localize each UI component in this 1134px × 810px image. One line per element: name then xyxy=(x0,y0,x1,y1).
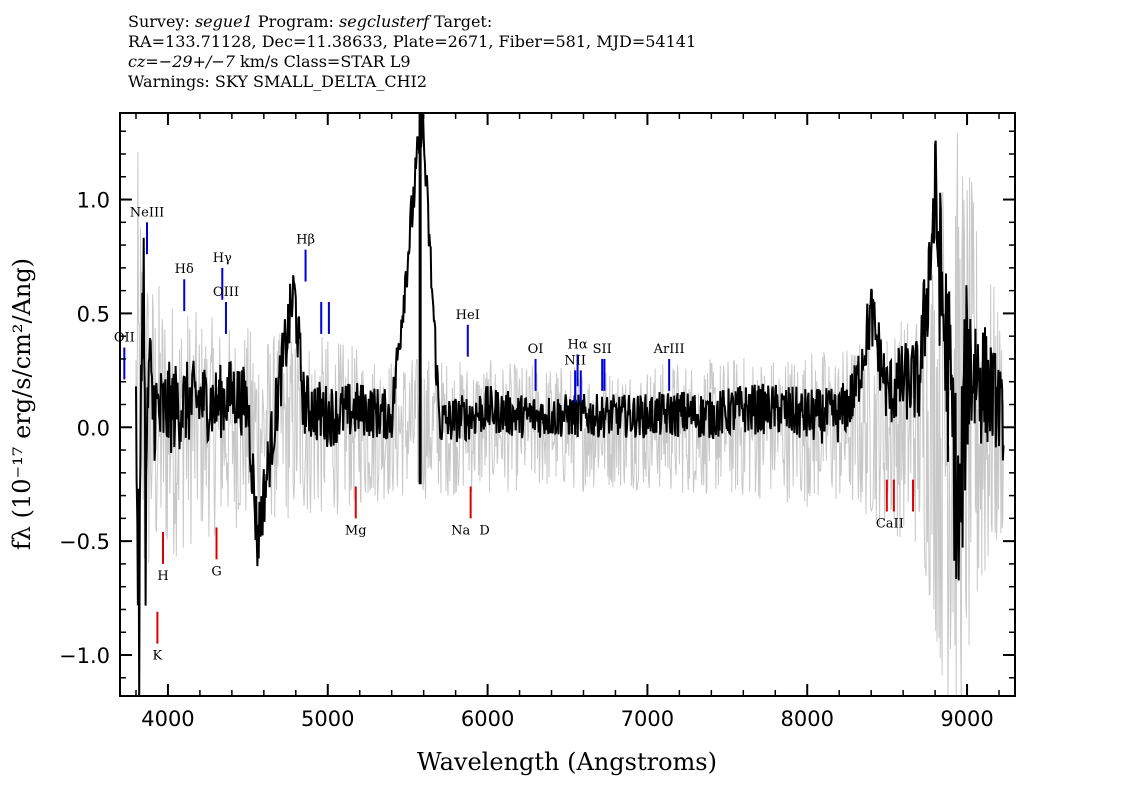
absorption-line-label: Na xyxy=(451,523,470,538)
emission-line-label: Hδ xyxy=(175,262,194,277)
header-line-2: RA=133.71128, Dec=11.38633, Plate=2671, … xyxy=(128,32,697,51)
x-tick-label: 9000 xyxy=(940,707,993,731)
absorption-line-label: H xyxy=(157,569,168,584)
x-tick-label: 4000 xyxy=(141,707,194,731)
emission-line-label: NII xyxy=(564,353,586,368)
y-tick-label: 0.5 xyxy=(77,302,110,326)
program-prefix: Program: xyxy=(252,12,340,31)
absorption-line-label: Mg xyxy=(345,523,367,538)
survey-prefix: Survey: xyxy=(128,12,195,31)
target-label: Target: xyxy=(429,12,493,31)
y-tick-label: 1.0 xyxy=(77,189,110,213)
emission-line-label: OI xyxy=(528,342,544,357)
emission-line-label: SII xyxy=(593,342,612,357)
tick-layer: 4000 5000 6000 7000 8000 9000 −1.0 −0.5 0.0 0.5 1.… xyxy=(59,113,1015,731)
line-marker-layer xyxy=(123,222,915,644)
absorption-line-label: CaII xyxy=(876,517,904,532)
emission-line-label: OIII xyxy=(213,285,239,300)
y-tick-label: −0.5 xyxy=(59,530,110,554)
emission-line-label: HeI xyxy=(456,308,480,323)
survey-name: segue1 xyxy=(194,12,253,31)
absorption-line-label: G xyxy=(211,564,221,579)
x-tick-label: 6000 xyxy=(461,707,514,731)
x-tick-label: 5000 xyxy=(301,707,354,731)
header-line-4: Warnings: SKY SMALL_DELTA_CHI2 xyxy=(128,72,428,91)
absorption-line-label: K xyxy=(153,649,163,664)
emission-line-label: Hα xyxy=(568,337,588,352)
flux-series-line xyxy=(135,113,1005,696)
absorption-line-label: D xyxy=(479,523,489,538)
emission-line-label: Hγ xyxy=(213,251,232,266)
y-tick-label: 0.0 xyxy=(77,416,110,440)
header-line-1: Survey: segue1 Program: segclusterf Targ… xyxy=(128,12,696,32)
x-tick-label: 7000 xyxy=(621,707,674,731)
y-axis-label: fλ (10⁻¹⁷ erg/s/cm²/Ang) xyxy=(8,258,36,550)
emission-line-label: Hβ xyxy=(296,233,315,248)
x-tick-label: 8000 xyxy=(781,707,834,731)
class-text: km/s Class=STAR L9 xyxy=(234,52,411,71)
x-axis-label: Wavelength (Angstroms) xyxy=(417,748,717,776)
redshift-value: cz=−29+/−7 xyxy=(128,52,235,71)
emission-line-label: NeIII xyxy=(130,205,164,220)
series-layer xyxy=(135,113,1005,696)
emission-line-label: ArIII xyxy=(653,342,685,357)
emission-line-label: OII xyxy=(114,331,135,346)
program-name: segclusterf xyxy=(339,12,430,31)
y-tick-label: −1.0 xyxy=(59,644,110,668)
header-line-3: cz=−29+/−7 km/s Class=STAR L9 xyxy=(128,52,696,72)
spectrum-header: Survey: segue1 Program: segclusterf Targ… xyxy=(128,12,696,92)
